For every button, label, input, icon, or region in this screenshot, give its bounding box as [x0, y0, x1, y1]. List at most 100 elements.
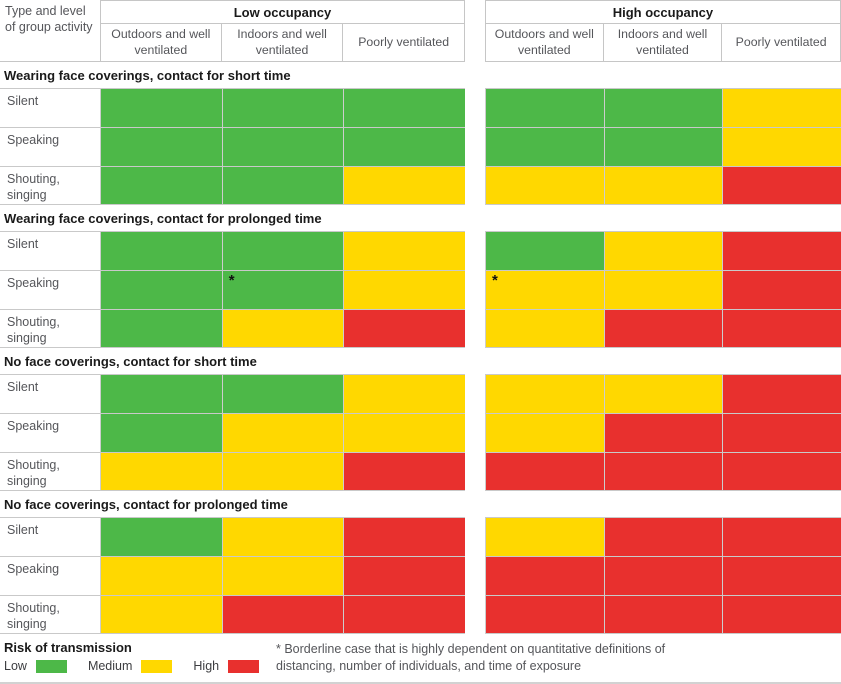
row-label: Silent [0, 374, 100, 413]
column-gap [464, 309, 485, 348]
matrix-section: No face coverings, contact for short tim… [0, 348, 841, 491]
risk-cell-high [484, 452, 604, 491]
matrix-section: No face coverings, contact for prolonged… [0, 491, 841, 634]
column-gap [464, 127, 485, 166]
risk-cell-low [221, 127, 344, 166]
legend-item-high: High [193, 659, 260, 673]
matrix-section: Wearing face coverings, contact for prol… [0, 205, 841, 348]
legend-item-medium: Medium [87, 659, 173, 673]
risk-cell-low [603, 127, 723, 166]
row-label: Shouting, singing [0, 452, 100, 491]
risk-cell-high [343, 595, 465, 634]
risk-cell-high [722, 166, 841, 205]
risk-cell-low [100, 166, 222, 205]
risk-cell-low [100, 231, 222, 270]
column-gap [464, 88, 485, 127]
column-gap [464, 413, 485, 452]
column-header-low-outdoors: Outdoors and well ventilated [100, 24, 222, 62]
column-gap [464, 556, 485, 595]
risk-cell-medium [603, 231, 723, 270]
matrix-body: Wearing face coverings, contact for shor… [0, 62, 841, 634]
risk-cell-medium [343, 166, 465, 205]
risk-cell-low [221, 231, 344, 270]
column-group-high-occupancy: High occupancy [484, 0, 841, 24]
risk-cell-high [343, 309, 465, 348]
legend-label: Medium [87, 659, 133, 673]
legend-swatch-low [35, 659, 67, 673]
column-header-low-indoors: Indoors and well ventilated [221, 24, 344, 62]
risk-cell-low [484, 127, 604, 166]
matrix-row: Silent [0, 517, 841, 556]
column-header-low-poorly-ventilated: Poorly ventilated [343, 24, 465, 62]
column-gap [464, 374, 485, 413]
risk-cell-medium [100, 452, 222, 491]
legend-swatch-high [228, 659, 260, 673]
risk-cell-medium [603, 270, 723, 309]
legend-title: Risk of transmission [4, 640, 132, 655]
column-gap [464, 595, 485, 634]
matrix-row: Shouting, singing [0, 595, 841, 634]
risk-cell-medium [484, 413, 604, 452]
column-gap [464, 452, 485, 491]
column-header-high-poorly-ventilated: Poorly ventilated [722, 24, 841, 62]
risk-cell-high [722, 452, 841, 491]
risk-cell-low [343, 127, 465, 166]
risk-cell-medium [484, 166, 604, 205]
risk-cell-medium [100, 595, 222, 634]
row-label: Speaking [0, 556, 100, 595]
row-label: Speaking [0, 270, 100, 309]
risk-cell-high [722, 556, 841, 595]
row-label: Shouting, singing [0, 595, 100, 634]
risk-cell-medium [484, 374, 604, 413]
risk-cell-low [100, 517, 222, 556]
column-gap [464, 270, 485, 309]
row-label: Silent [0, 517, 100, 556]
risk-cell-high [603, 595, 723, 634]
row-label: Speaking [0, 413, 100, 452]
column-header-high-indoors: Indoors and well ventilated [603, 24, 723, 62]
matrix-header: Type and level of group activity Low occ… [0, 0, 841, 62]
risk-cell-high [343, 556, 465, 595]
risk-legend: Risk of transmission Low Medium High [4, 640, 276, 673]
risk-cell-medium [343, 270, 465, 309]
legend-items: Low Medium High [4, 659, 276, 673]
column-gap [464, 231, 485, 270]
risk-cell-low [100, 309, 222, 348]
risk-cell-low [100, 270, 222, 309]
risk-cell-medium [484, 517, 604, 556]
risk-cell-high [722, 231, 841, 270]
risk-cell-low [221, 166, 344, 205]
matrix-row: Shouting, singing [0, 309, 841, 348]
column-gap [464, 517, 485, 556]
matrix-row: Speaking * * [0, 270, 841, 309]
risk-cell-medium: * [484, 270, 604, 309]
asterisk-marker: * [228, 272, 235, 289]
risk-cell-medium [221, 556, 344, 595]
matrix-row: Speaking [0, 127, 841, 166]
matrix-section: Wearing face coverings, contact for shor… [0, 62, 841, 205]
risk-cell-medium [722, 88, 841, 127]
risk-cell-medium [722, 127, 841, 166]
row-label: Shouting, singing [0, 166, 100, 205]
risk-cell-low [343, 88, 465, 127]
risk-cell-medium [484, 309, 604, 348]
risk-cell-low [484, 231, 604, 270]
column-gap [464, 166, 485, 205]
risk-cell-high [343, 452, 465, 491]
legend-swatch-medium [141, 659, 173, 673]
section-title: No face coverings, contact for prolonged… [4, 497, 288, 512]
risk-cell-low [100, 127, 222, 166]
legend-label: Low [4, 659, 27, 673]
legend-label: High [193, 659, 220, 673]
risk-cell-high [722, 309, 841, 348]
risk-cell-high [343, 517, 465, 556]
risk-cell-high [722, 374, 841, 413]
header-gap [464, 0, 485, 62]
risk-cell-high [484, 556, 604, 595]
matrix-row: Shouting, singing [0, 452, 841, 491]
asterisk-marker: * [491, 272, 498, 289]
risk-cell-medium [221, 309, 344, 348]
matrix-row: Silent [0, 374, 841, 413]
risk-cell-medium [603, 374, 723, 413]
